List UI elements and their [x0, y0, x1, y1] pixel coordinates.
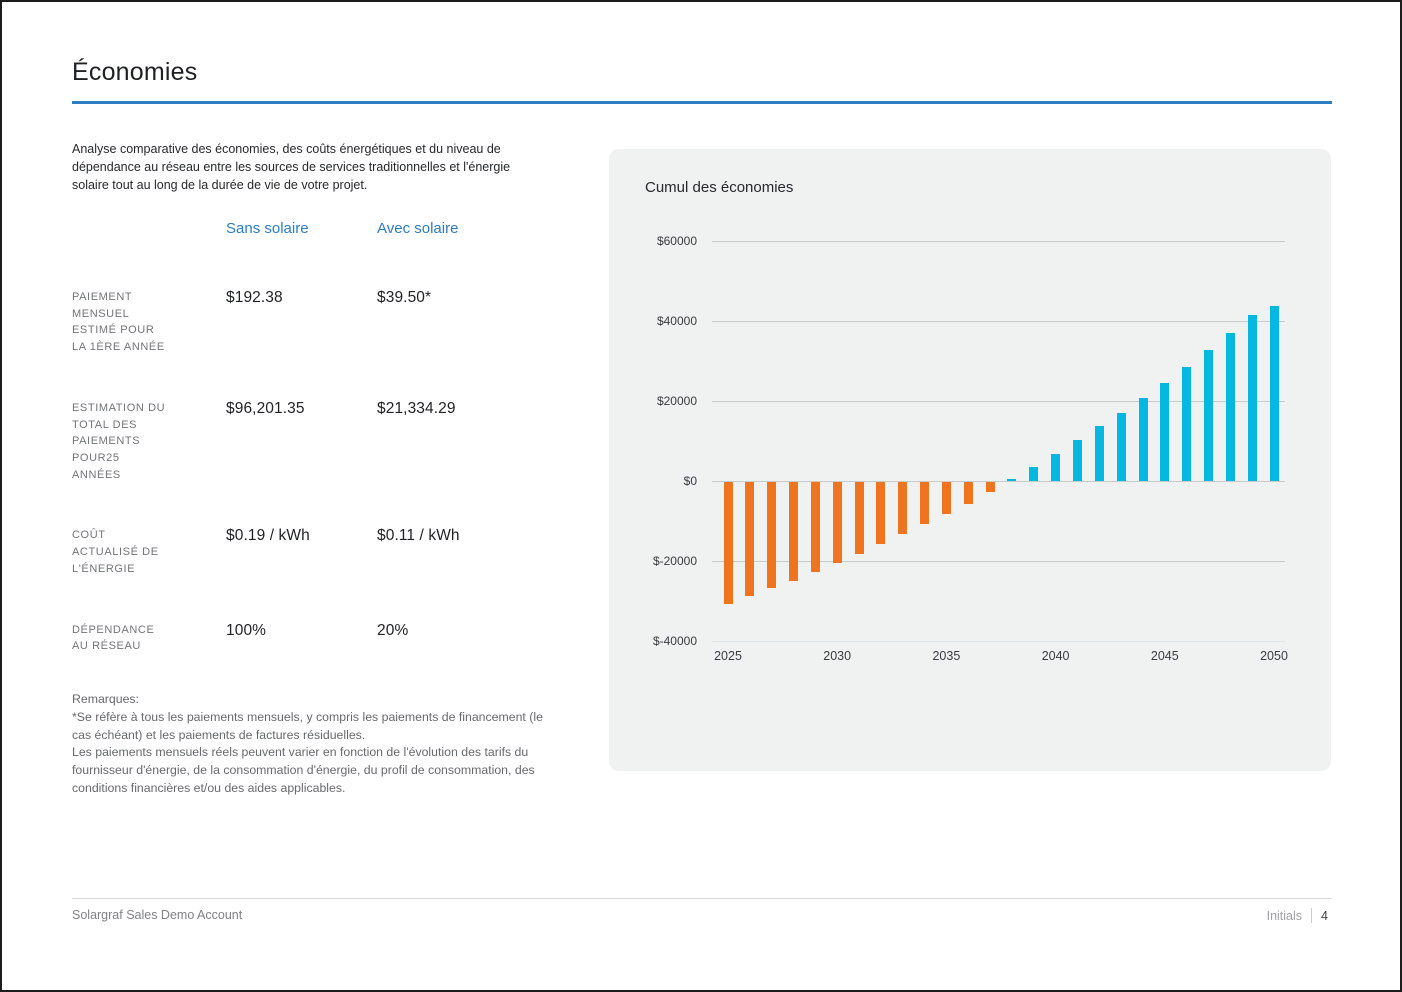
footer-pagination: Initials 4 — [1267, 908, 1328, 923]
table-header-spacer — [72, 220, 168, 237]
bar-2037 — [985, 482, 995, 492]
chart-plot: $60000 $40000 $20000 $0 $-20000 $-40000 2025 20… — [609, 149, 1331, 771]
y-axis-tick-label: $40000 — [656, 314, 697, 328]
x-axis-tick-label: 2045 — [1150, 649, 1179, 663]
bar-2043 — [1116, 413, 1126, 481]
bar-2027 — [767, 482, 777, 589]
y-axis-tick-label: $-20000 — [652, 554, 697, 568]
x-axis-tick-label: 2050 — [1260, 649, 1288, 663]
table-row: DÉPENDANCE AU RÉSEAU 100% 20% — [72, 622, 547, 655]
gridline — [712, 321, 1285, 322]
table-row: COÛT ACTUALISÉ DE L'ÉNERGIE $0.19 / kWh … — [72, 527, 547, 577]
bar-2029 — [810, 482, 820, 573]
gridline — [712, 401, 1285, 402]
comparison-table: Sans solaire Avec solaire PAIEMENT MENSU… — [72, 220, 547, 699]
row-value-sans: $192.38 — [226, 289, 283, 306]
y-axis-tick-label: $60000 — [656, 234, 697, 248]
row-label: DÉPENDANCE AU RÉSEAU — [72, 623, 155, 653]
bar-2045 — [1160, 383, 1170, 481]
footer-account: Solargraf Sales Demo Account — [72, 908, 243, 922]
remarks-note-1: *Se réfère à tous les paiements mensuels… — [72, 709, 543, 742]
bar-2035 — [941, 482, 951, 515]
y-axis-tick-label: $0 — [683, 474, 697, 488]
row-value-sans: $96,201.35 — [226, 399, 305, 417]
bar-2030 — [832, 482, 842, 564]
row-value-sans: $0.19 / kWh — [226, 527, 310, 545]
x-axis-tick-label: 2035 — [932, 649, 961, 663]
bar-2047 — [1204, 349, 1213, 481]
y-axis-tick-label: $-40000 — [652, 634, 697, 648]
gridline — [712, 241, 1285, 242]
footer-separator — [1311, 908, 1313, 923]
intro-text: Analyse comparative des économies, des c… — [72, 142, 511, 192]
x-axis-tick-label: 2030 — [823, 649, 852, 663]
bar-2044 — [1138, 397, 1148, 481]
bar-2034 — [920, 482, 930, 525]
footer-initials: Initials — [1266, 908, 1303, 923]
footer-divider — [72, 898, 1332, 899]
row-label: PAIEMENT MENSUEL ESTIMÉ POUR LA 1ÈRE ANN… — [72, 291, 165, 354]
bar-2046 — [1182, 367, 1192, 481]
bar-2048 — [1225, 333, 1235, 481]
bar-2041 — [1072, 440, 1082, 481]
remarks-block: Remarques: *Se réfère à tous les paiemen… — [72, 691, 564, 798]
row-label: ESTIMATION DU TOTAL DES PAIEMENTS POUR25… — [72, 401, 166, 481]
x-axis-tick-label: 2040 — [1041, 649, 1070, 663]
row-label: COÛT ACTUALISÉ DE L'ÉNERGIE — [72, 529, 159, 575]
table-row: PAIEMENT MENSUEL ESTIMÉ POUR LA 1ÈRE ANN… — [72, 289, 547, 356]
bar-2040 — [1051, 453, 1061, 481]
savings-chart-card: Cumul des économies $60000 $40000 $20000 $0… — [609, 149, 1331, 771]
row-value-avec: 20% — [377, 621, 409, 639]
bar-2026 — [745, 482, 755, 597]
x-axis-tick-label: 2025 — [714, 649, 742, 663]
bar-2038 — [1007, 479, 1017, 481]
y-axis-tick-label: $20000 — [656, 394, 697, 408]
table-header-row: Sans solaire Avec solaire — [72, 220, 547, 237]
bar-2042 — [1094, 426, 1104, 481]
bar-2039 — [1029, 466, 1039, 481]
gridline — [712, 641, 1285, 642]
remarks-title: Remarques: — [72, 692, 139, 706]
bar-2036 — [963, 482, 973, 504]
table-row: ESTIMATION DU TOTAL DES PAIEMENTS POUR25… — [72, 400, 547, 484]
bar-2028 — [789, 482, 798, 581]
page-title: Économies — [72, 58, 198, 86]
row-value-sans: 100% — [226, 621, 267, 639]
bar-2025 — [723, 482, 733, 604]
remarks-note-2: Les paiements mensuels réels peuvent var… — [72, 745, 535, 796]
bar-2049 — [1247, 315, 1257, 481]
row-value-avec: $39.50* — [377, 289, 432, 306]
title-underline — [72, 101, 1332, 104]
row-value-avec: $0.11 / kWh — [377, 527, 460, 545]
bar-2032 — [876, 482, 886, 544]
chart-title: Cumul des économies — [645, 179, 794, 196]
gridline — [712, 481, 1285, 482]
bar-2033 — [898, 482, 908, 534]
bar-2031 — [854, 482, 864, 554]
row-value-avec: $21,334.29 — [377, 399, 456, 417]
gridline — [712, 561, 1285, 562]
column-header-sans-solaire: Sans solaire — [226, 220, 309, 237]
footer-page-number: 4 — [1321, 908, 1328, 923]
column-header-avec-solaire: Avec solaire — [377, 220, 459, 237]
bar-2050 — [1269, 305, 1279, 481]
